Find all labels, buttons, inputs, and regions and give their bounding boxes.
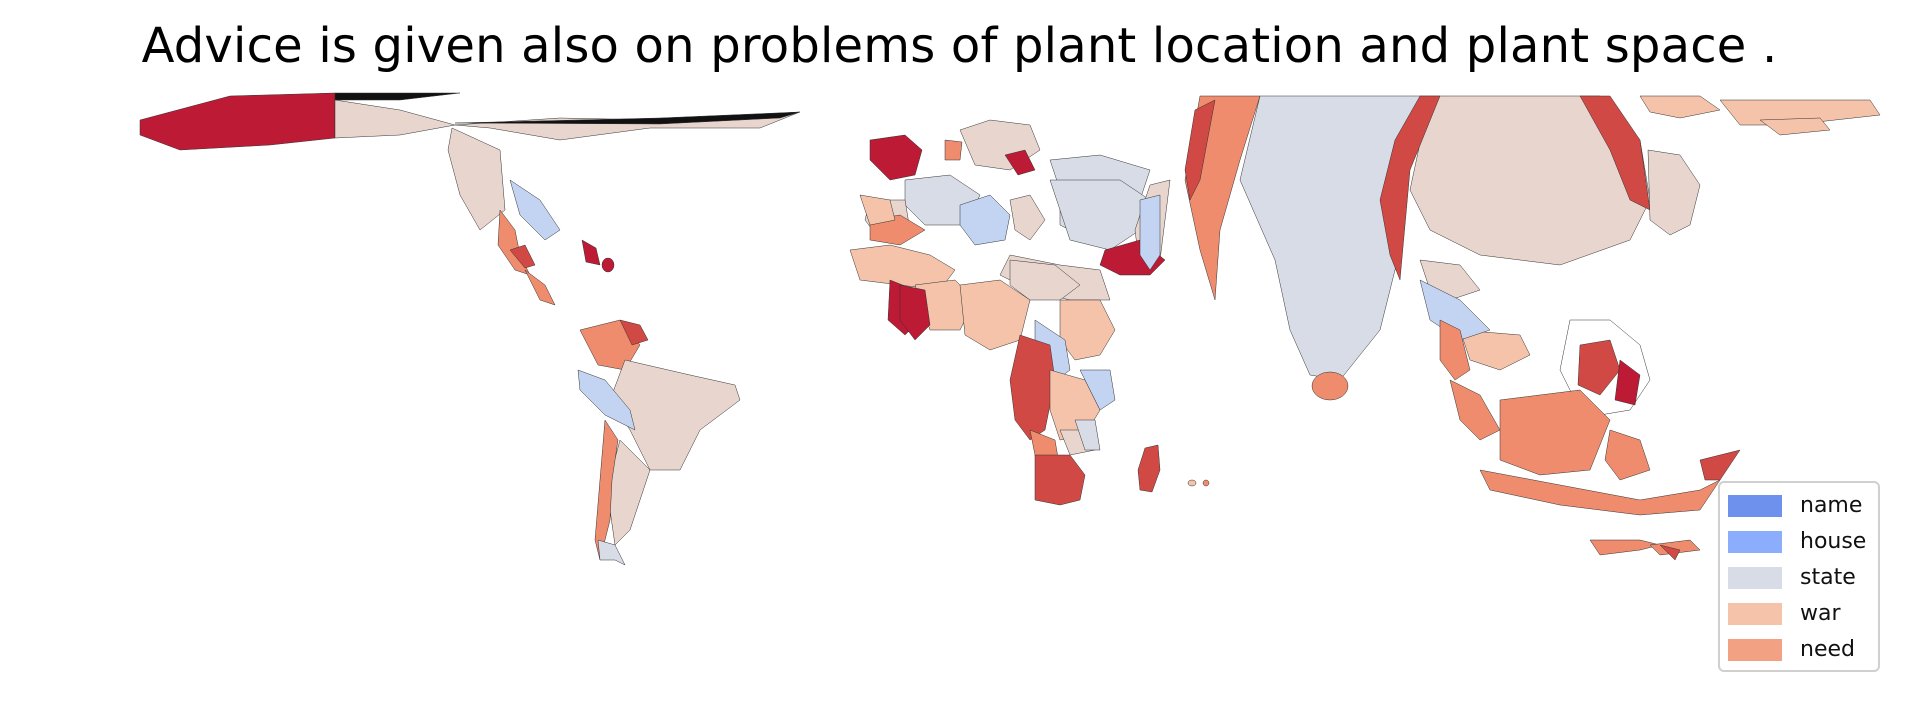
region-central-asia [1379,95,1441,281]
legend-swatch [1728,495,1782,517]
region-russia-east [1639,95,1721,119]
region-island-a [1187,479,1197,487]
region-nz-fan-2 [1649,539,1701,556]
region-congo [1009,334,1056,441]
region-west-africa [849,244,956,291]
region-malaysia [1449,379,1501,441]
region-uk [869,134,923,181]
region-png [1604,429,1651,481]
region-chile [594,419,619,561]
region-philippines-red [1577,339,1621,396]
region-europe-red [944,139,963,161]
region-alaska [139,92,336,151]
region-pakistan [1139,194,1161,271]
legend-swatch [1728,639,1782,661]
region-nz-red [1659,544,1681,561]
region-island-b [1202,479,1210,487]
map-title: Advice is given also on problems of plan… [141,18,1778,74]
region-madagascar [1137,444,1161,493]
legend-item-need: need [1728,636,1878,662]
region-germany [1004,149,1036,176]
region-arabia [1049,179,1151,251]
region-patagonia [597,539,626,566]
legend-item-state: state [1728,564,1878,590]
region-far-east [1719,99,1881,126]
region-colombia [579,319,641,371]
region-canada [334,99,456,139]
legend-swatch [1728,567,1782,589]
region-caribbean-isle [601,257,615,273]
region-east-timor [1699,449,1741,481]
region-greenland-strip [454,111,801,125]
region-vietnam [1459,329,1531,371]
region-indonesia [1499,389,1611,476]
legend-label: name [1800,493,1863,518]
legend-label: house [1800,529,1867,554]
legend-swatch [1728,531,1782,553]
region-japan [1647,149,1701,236]
legend-item-house: house [1728,528,1878,554]
legend-label: war [1800,601,1841,626]
region-nigeria [899,284,931,341]
region-far-east-2 [1759,117,1831,136]
region-tanzania [1079,369,1116,411]
region-venezuela [619,319,649,346]
legend-item-war: war [1728,600,1878,626]
legend-swatch [1728,603,1782,625]
region-philippines-dark [1614,359,1641,406]
region-peru [577,369,636,431]
region-nz-fan [1589,539,1661,556]
region-mozambique [1074,419,1101,451]
region-southern-africa [1034,454,1086,506]
region-central-am-2 [524,269,556,306]
region-canada-north [334,92,461,101]
region-italy [1009,194,1046,241]
region-usa-east [509,179,561,241]
region-morocco [859,194,896,226]
legend-label: state [1800,565,1856,590]
region-russia-red [1184,99,1216,201]
region-myanmar [1419,279,1491,341]
region-australia-strip [1479,469,1721,516]
region-ethiopia [1059,299,1116,361]
region-thailand [1439,319,1471,381]
legend-item-name: name [1728,492,1878,518]
region-caribbean [581,239,601,266]
region-sri-lanka [1311,371,1349,401]
region-usa [447,127,506,231]
legend-label: need [1800,637,1855,662]
region-central-america [509,244,536,269]
legend: name house state war need [1718,481,1880,672]
region-france [959,194,1011,246]
